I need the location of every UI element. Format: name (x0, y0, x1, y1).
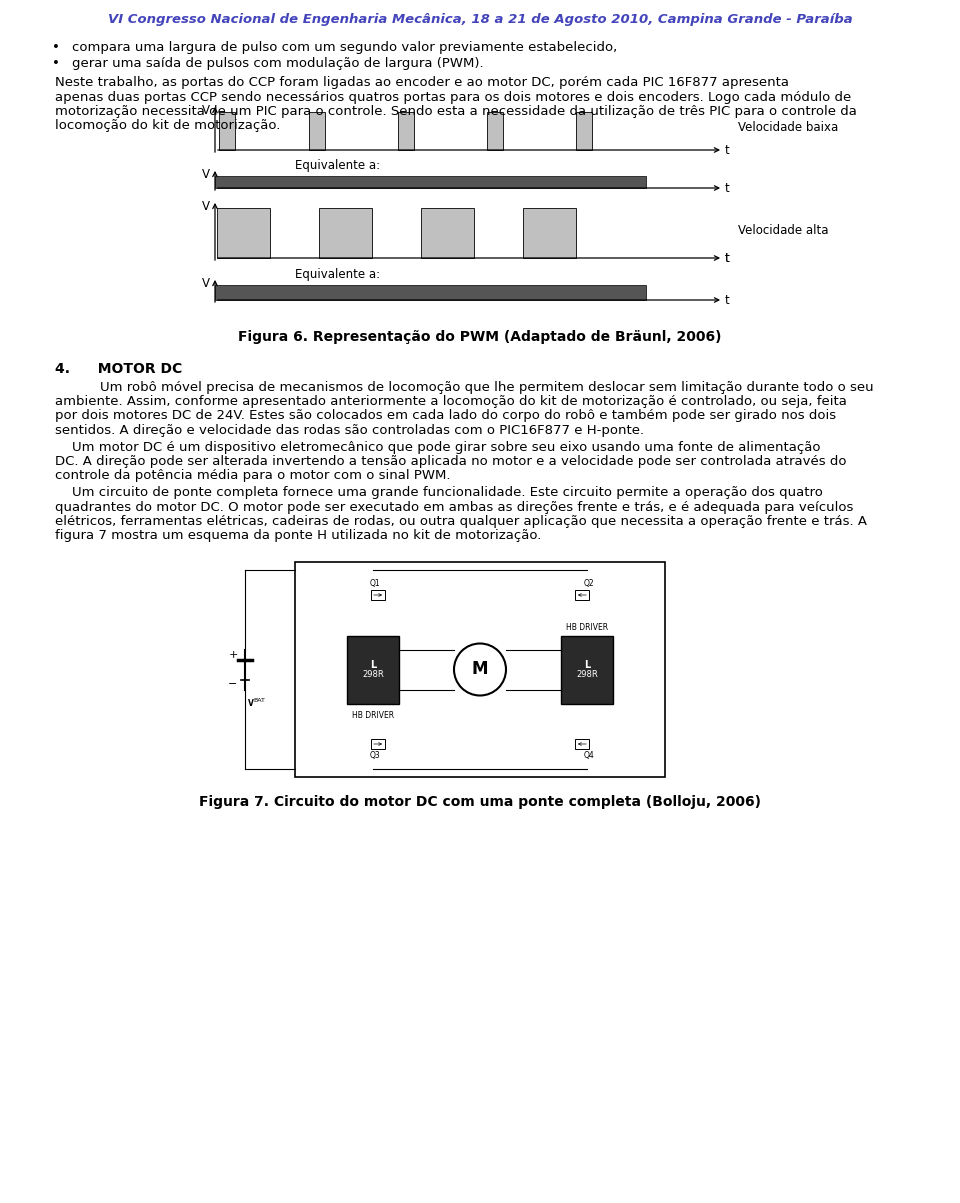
Text: Velocidade baixa: Velocidade baixa (738, 120, 838, 134)
Text: 4.  MOTOR DC: 4. MOTOR DC (55, 362, 182, 377)
Text: t: t (725, 251, 730, 265)
Text: HB DRIVER: HB DRIVER (566, 623, 608, 633)
Text: locomoção do kit de motorização.: locomoção do kit de motorização. (55, 119, 280, 132)
Text: sentidos. A direção e velocidade das rodas são controladas com o PIC16F877 e H-p: sentidos. A direção e velocidade das rod… (55, 423, 644, 437)
Bar (295, 562, 665, 777)
Bar (576, 112, 592, 150)
Text: L: L (584, 659, 590, 670)
Text: V: V (248, 699, 253, 709)
Text: Q3: Q3 (370, 751, 381, 760)
Text: L: L (370, 659, 376, 670)
Text: Um motor DC é um dispositivo eletromecânico que pode girar sobre seu eixo usando: Um motor DC é um dispositivo eletromecân… (55, 440, 821, 454)
Text: t: t (725, 251, 730, 265)
Text: •: • (52, 41, 60, 54)
Text: V: V (202, 168, 210, 180)
Text: •: • (52, 58, 60, 71)
Bar (575, 739, 589, 749)
Text: Neste trabalho, as portas do CCP foram ligadas ao encoder e ao motor DC, porém c: Neste trabalho, as portas do CCP foram l… (55, 76, 789, 89)
Text: M: M (471, 660, 489, 678)
Text: t: t (725, 182, 730, 195)
Text: DC. A direção pode ser alterada invertendo a tensão aplicada no motor e a veloci: DC. A direção pode ser alterada inverten… (55, 455, 847, 468)
Text: Velocidade alta: Velocidade alta (738, 224, 828, 237)
Text: 298R: 298R (576, 670, 598, 678)
Bar (215, 176, 646, 188)
Text: HB DRIVER: HB DRIVER (352, 711, 394, 721)
Text: Um circuito de ponte completa fornece uma grande funcionalidade. Este circuito p: Um circuito de ponte completa fornece um… (55, 486, 823, 499)
Bar (397, 112, 414, 150)
Text: apenas duas portas CCP sendo necessários quatros portas para os dois motores e d: apenas duas portas CCP sendo necessários… (55, 90, 852, 103)
Text: BAT: BAT (253, 698, 265, 703)
Bar (308, 112, 324, 150)
Text: gerar uma saída de pulsos com modulação de largura (PWM).: gerar uma saída de pulsos com modulação … (72, 58, 484, 71)
Text: t: t (725, 294, 730, 307)
Text: V: V (202, 277, 210, 290)
Text: controle da potência média para o motor com o sinal PWM.: controle da potência média para o motor … (55, 469, 450, 482)
Text: Equivalente a:: Equivalente a: (295, 159, 380, 172)
Text: Equivalente a:: Equivalente a: (295, 268, 380, 282)
Text: Figura 7. Circuito do motor DC com uma ponte completa (Bolloju, 2006): Figura 7. Circuito do motor DC com uma p… (199, 795, 761, 808)
Text: motorização necessita de um PIC para o controle. Sendo esta a necessidade da uti: motorização necessita de um PIC para o c… (55, 105, 857, 118)
Text: ambiente. Assim, conforme apresentado anteriormente a locomoção do kit de motori: ambiente. Assim, conforme apresentado an… (55, 395, 847, 408)
Bar (421, 208, 474, 257)
Text: V: V (202, 200, 210, 213)
Text: elétricos, ferramentas elétricas, cadeiras de rodas, ou outra qualquer aplicação: elétricos, ferramentas elétricas, cadeir… (55, 515, 867, 528)
Text: por dois motores DC de 24V. Estes são colocados em cada lado do corpo do robô e : por dois motores DC de 24V. Estes são co… (55, 409, 836, 422)
Bar (561, 635, 613, 704)
Text: figura 7 mostra um esquema da ponte H utilizada no kit de motorização.: figura 7 mostra um esquema da ponte H ut… (55, 529, 541, 543)
Bar (217, 208, 270, 257)
Text: Q2: Q2 (584, 579, 594, 588)
Text: +: + (228, 651, 238, 660)
Bar (215, 285, 646, 300)
Text: Figura 6. Representação do PWM (Adaptado de Bräunl, 2006): Figura 6. Representação do PWM (Adaptado… (238, 330, 722, 344)
Bar (220, 112, 235, 150)
Text: 298R: 298R (362, 670, 384, 678)
Bar (319, 208, 372, 257)
Text: VI Congresso Nacional de Engenharia Mecânica, 18 a 21 de Agosto 2010, Campina Gr: VI Congresso Nacional de Engenharia Mecâ… (108, 13, 852, 26)
Text: Um robô móvel precisa de mecanismos de locomoção que lhe permitem deslocar sem l: Um robô móvel precisa de mecanismos de l… (100, 380, 874, 393)
Bar (487, 112, 503, 150)
Text: compara uma largura de pulso com um segundo valor previamente estabelecido,: compara uma largura de pulso com um segu… (72, 41, 617, 54)
Bar (575, 589, 589, 600)
Circle shape (454, 644, 506, 695)
Text: Q4: Q4 (584, 751, 595, 760)
Text: Q1: Q1 (370, 579, 380, 588)
Text: quadrantes do motor DC. O motor pode ser executado em ambas as direções frente e: quadrantes do motor DC. O motor pode ser… (55, 500, 853, 514)
Text: −: − (228, 678, 238, 688)
Bar (523, 208, 576, 257)
Bar (347, 635, 399, 704)
Text: V: V (202, 103, 210, 117)
Bar (371, 739, 385, 749)
Text: t: t (725, 143, 730, 156)
Bar (371, 589, 385, 600)
